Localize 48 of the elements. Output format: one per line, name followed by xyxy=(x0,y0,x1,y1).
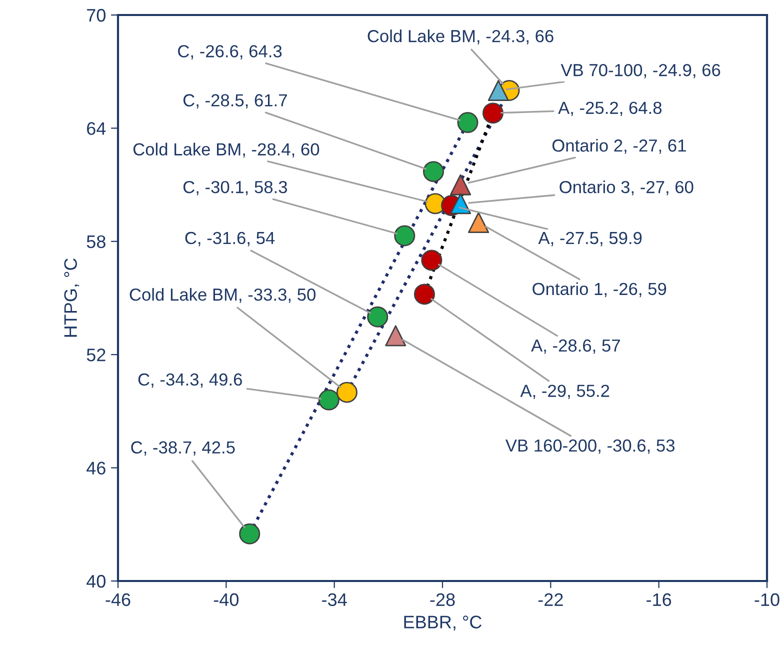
annotation: C, -28.5, 61.7 xyxy=(183,94,287,108)
annotation: A, -25.2, 64.8 xyxy=(558,102,662,116)
x-axis-title: EBBR, °C xyxy=(404,616,482,631)
x-tick-label: -28 xyxy=(430,593,455,606)
x-tick-label: -22 xyxy=(538,593,563,606)
annotation: A, -28.6, 57 xyxy=(531,339,620,354)
annotation: A, -29, 55.2 xyxy=(520,384,610,400)
point xyxy=(414,284,435,305)
point xyxy=(239,523,260,544)
point xyxy=(468,212,490,234)
point xyxy=(450,193,472,214)
annotation: C, -26.6, 64.3 xyxy=(178,45,282,60)
annotation: Ontario 1, -26, 59 xyxy=(532,282,666,298)
x-tick-label: -16 xyxy=(646,593,672,606)
point xyxy=(367,306,388,328)
x-tick-label: -46 xyxy=(106,593,130,606)
point xyxy=(488,80,509,101)
annotation: C, -30.1, 58.3 xyxy=(183,180,288,196)
annotation: Cold Lake BM, -28.4, 60 xyxy=(133,142,320,158)
annotation: VB 160-200, -30.6, 53 xyxy=(505,439,675,454)
y-axis-title: HTPG, °C xyxy=(64,258,80,337)
annotation: C, -38.7, 42.5 xyxy=(131,441,235,456)
y-tick-label: 52 xyxy=(86,348,106,362)
x-tick-label: -40 xyxy=(214,593,239,606)
y-tick-label: 58 xyxy=(86,235,106,248)
x-tick-label: -34 xyxy=(322,593,347,606)
point xyxy=(450,174,472,196)
annotation: C, -34.3, 49.6 xyxy=(138,373,242,388)
annotation: C, -31.6, 54 xyxy=(185,232,275,246)
point xyxy=(385,325,406,346)
point xyxy=(318,389,340,410)
y-tick-label: 46 xyxy=(86,462,106,475)
point xyxy=(482,102,504,124)
y-tick-label: 40 xyxy=(86,574,106,588)
annotation: VB 70-100, -24.9, 66 xyxy=(560,64,720,78)
annotation: Ontario 3, -27, 60 xyxy=(560,180,694,196)
x-tick-label: -10 xyxy=(754,593,780,606)
point xyxy=(421,250,442,271)
annotation: Cold Lake BM, -33.3, 50 xyxy=(130,288,316,303)
y-tick-label: 64 xyxy=(87,122,106,135)
point xyxy=(336,382,358,403)
annotation: A, -27.5, 59.9 xyxy=(538,232,642,246)
point xyxy=(457,112,478,134)
point xyxy=(394,225,416,246)
point xyxy=(422,161,444,182)
y-tick-label: 70 xyxy=(87,8,106,22)
annotation: Ontario 2, -27, 61 xyxy=(552,138,686,154)
annotation: Cold Lake BM, -24.3, 66 xyxy=(368,30,554,44)
